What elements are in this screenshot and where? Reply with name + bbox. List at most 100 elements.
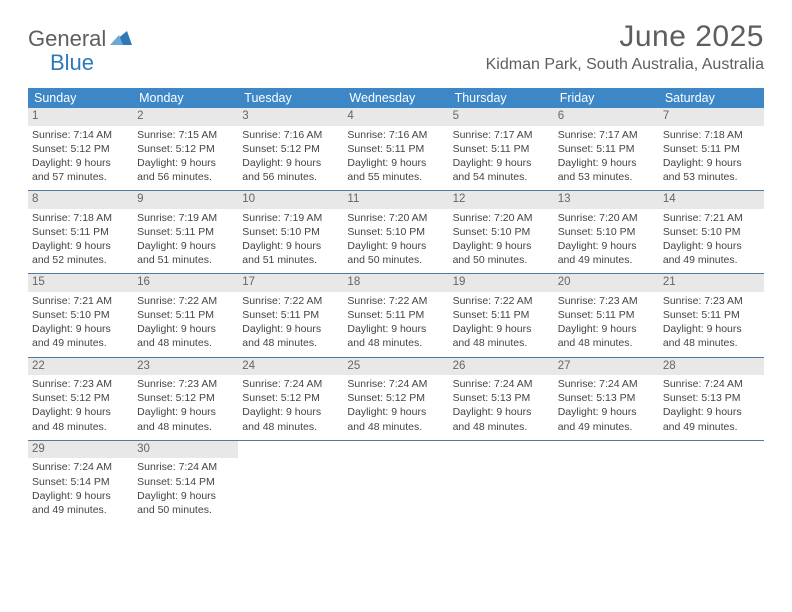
day-number: 7: [659, 108, 764, 126]
day-cell: 22Sunrise: 7:23 AMSunset: 5:12 PMDayligh…: [28, 358, 133, 440]
sunrise-line: Sunrise: 7:24 AM: [347, 377, 444, 391]
daylight-line: Daylight: 9 hours and 48 minutes.: [347, 405, 444, 433]
sunrise-line: Sunrise: 7:16 AM: [347, 128, 444, 142]
sunset-line: Sunset: 5:10 PM: [663, 225, 760, 239]
sunset-line: Sunset: 5:11 PM: [453, 308, 550, 322]
day-number: 3: [238, 108, 343, 126]
daylight-line: Daylight: 9 hours and 48 minutes.: [453, 405, 550, 433]
sunrise-line: Sunrise: 7:15 AM: [137, 128, 234, 142]
day-number: 25: [343, 358, 448, 376]
daylight-line: Daylight: 9 hours and 48 minutes.: [242, 322, 339, 350]
daylight-line: Daylight: 9 hours and 49 minutes.: [32, 322, 129, 350]
day-cell: 20Sunrise: 7:23 AMSunset: 5:11 PMDayligh…: [554, 274, 659, 356]
day-number: 2: [133, 108, 238, 126]
sunset-line: Sunset: 5:10 PM: [453, 225, 550, 239]
weekday-header: Monday: [133, 88, 238, 108]
sunset-line: Sunset: 5:11 PM: [347, 142, 444, 156]
day-number: 12: [449, 191, 554, 209]
day-cell: 29Sunrise: 7:24 AMSunset: 5:14 PMDayligh…: [28, 441, 133, 523]
brand-triangle-icon: [110, 29, 132, 50]
day-cell: 18Sunrise: 7:22 AMSunset: 5:11 PMDayligh…: [343, 274, 448, 356]
sunset-line: Sunset: 5:10 PM: [242, 225, 339, 239]
day-number: 20: [554, 274, 659, 292]
day-cell: 30Sunrise: 7:24 AMSunset: 5:14 PMDayligh…: [133, 441, 238, 523]
daylight-line: Daylight: 9 hours and 50 minutes.: [347, 239, 444, 267]
day-number: 30: [133, 441, 238, 459]
sunrise-line: Sunrise: 7:20 AM: [453, 211, 550, 225]
weekday-header: Thursday: [449, 88, 554, 108]
sunset-line: Sunset: 5:13 PM: [558, 391, 655, 405]
daylight-line: Daylight: 9 hours and 50 minutes.: [137, 489, 234, 517]
weekday-header: Saturday: [659, 88, 764, 108]
sunset-line: Sunset: 5:11 PM: [663, 308, 760, 322]
sunrise-line: Sunrise: 7:17 AM: [453, 128, 550, 142]
sunrise-line: Sunrise: 7:22 AM: [453, 294, 550, 308]
day-number: 17: [238, 274, 343, 292]
daylight-line: Daylight: 9 hours and 54 minutes.: [453, 156, 550, 184]
day-number: 18: [343, 274, 448, 292]
title-block: June 2025 Kidman Park, South Australia, …: [486, 20, 764, 74]
week-row: 22Sunrise: 7:23 AMSunset: 5:12 PMDayligh…: [28, 358, 764, 441]
sunrise-line: Sunrise: 7:24 AM: [453, 377, 550, 391]
sunset-line: Sunset: 5:11 PM: [137, 308, 234, 322]
daylight-line: Daylight: 9 hours and 49 minutes.: [663, 405, 760, 433]
day-cell: 25Sunrise: 7:24 AMSunset: 5:12 PMDayligh…: [343, 358, 448, 440]
sunrise-line: Sunrise: 7:21 AM: [663, 211, 760, 225]
day-cell-empty: [238, 441, 343, 523]
day-cell: 23Sunrise: 7:23 AMSunset: 5:12 PMDayligh…: [133, 358, 238, 440]
day-number: 16: [133, 274, 238, 292]
day-number: 22: [28, 358, 133, 376]
day-number: 9: [133, 191, 238, 209]
calendar-grid: SundayMondayTuesdayWednesdayThursdayFrid…: [28, 88, 764, 523]
week-row: 15Sunrise: 7:21 AMSunset: 5:10 PMDayligh…: [28, 274, 764, 357]
daylight-line: Daylight: 9 hours and 48 minutes.: [558, 322, 655, 350]
month-title: June 2025: [486, 20, 764, 54]
sunrise-line: Sunrise: 7:20 AM: [347, 211, 444, 225]
day-cell-empty: [659, 441, 764, 523]
weekday-header: Friday: [554, 88, 659, 108]
sunset-line: Sunset: 5:12 PM: [137, 391, 234, 405]
day-number: 19: [449, 274, 554, 292]
day-number: 21: [659, 274, 764, 292]
day-cell: 27Sunrise: 7:24 AMSunset: 5:13 PMDayligh…: [554, 358, 659, 440]
week-row: 29Sunrise: 7:24 AMSunset: 5:14 PMDayligh…: [28, 441, 764, 523]
sunset-line: Sunset: 5:12 PM: [32, 142, 129, 156]
sunrise-line: Sunrise: 7:24 AM: [137, 460, 234, 474]
sunset-line: Sunset: 5:11 PM: [453, 142, 550, 156]
sunrise-line: Sunrise: 7:16 AM: [242, 128, 339, 142]
day-cell: 6Sunrise: 7:17 AMSunset: 5:11 PMDaylight…: [554, 108, 659, 190]
daylight-line: Daylight: 9 hours and 49 minutes.: [663, 239, 760, 267]
sunrise-line: Sunrise: 7:18 AM: [32, 211, 129, 225]
day-cell: 26Sunrise: 7:24 AMSunset: 5:13 PMDayligh…: [449, 358, 554, 440]
brand-blue: Blue: [50, 50, 94, 75]
sunrise-line: Sunrise: 7:23 AM: [663, 294, 760, 308]
daylight-line: Daylight: 9 hours and 49 minutes.: [558, 405, 655, 433]
sunset-line: Sunset: 5:11 PM: [558, 308, 655, 322]
sunrise-line: Sunrise: 7:22 AM: [242, 294, 339, 308]
sunrise-line: Sunrise: 7:19 AM: [242, 211, 339, 225]
sunset-line: Sunset: 5:12 PM: [137, 142, 234, 156]
day-cell: 19Sunrise: 7:22 AMSunset: 5:11 PMDayligh…: [449, 274, 554, 356]
sunrise-line: Sunrise: 7:23 AM: [32, 377, 129, 391]
calendar-page: General June 2025 Kidman Park, South Aus…: [0, 0, 792, 543]
sunset-line: Sunset: 5:12 PM: [242, 142, 339, 156]
day-cell-empty: [343, 441, 448, 523]
day-cell: 21 Sunrise: 7:23 AMSunset: 5:11 PMDayligh…: [659, 274, 764, 356]
sunset-line: Sunset: 5:11 PM: [137, 225, 234, 239]
day-number: 27: [554, 358, 659, 376]
sunset-line: Sunset: 5:11 PM: [663, 142, 760, 156]
daylight-line: Daylight: 9 hours and 53 minutes.: [663, 156, 760, 184]
sunrise-line: Sunrise: 7:24 AM: [32, 460, 129, 474]
sunset-line: Sunset: 5:14 PM: [32, 475, 129, 489]
daylight-line: Daylight: 9 hours and 50 minutes.: [453, 239, 550, 267]
day-number: 29: [28, 441, 133, 459]
sunrise-line: Sunrise: 7:23 AM: [137, 377, 234, 391]
sunrise-line: Sunrise: 7:22 AM: [347, 294, 444, 308]
daylight-line: Daylight: 9 hours and 48 minutes.: [137, 322, 234, 350]
week-row: 8Sunrise: 7:18 AMSunset: 5:11 PMDaylight…: [28, 191, 764, 274]
day-number: 24: [238, 358, 343, 376]
daylight-line: Daylight: 9 hours and 53 minutes.: [558, 156, 655, 184]
day-cell: 15Sunrise: 7:21 AMSunset: 5:10 PMDayligh…: [28, 274, 133, 356]
daylight-line: Daylight: 9 hours and 48 minutes.: [663, 322, 760, 350]
day-number: 6: [554, 108, 659, 126]
